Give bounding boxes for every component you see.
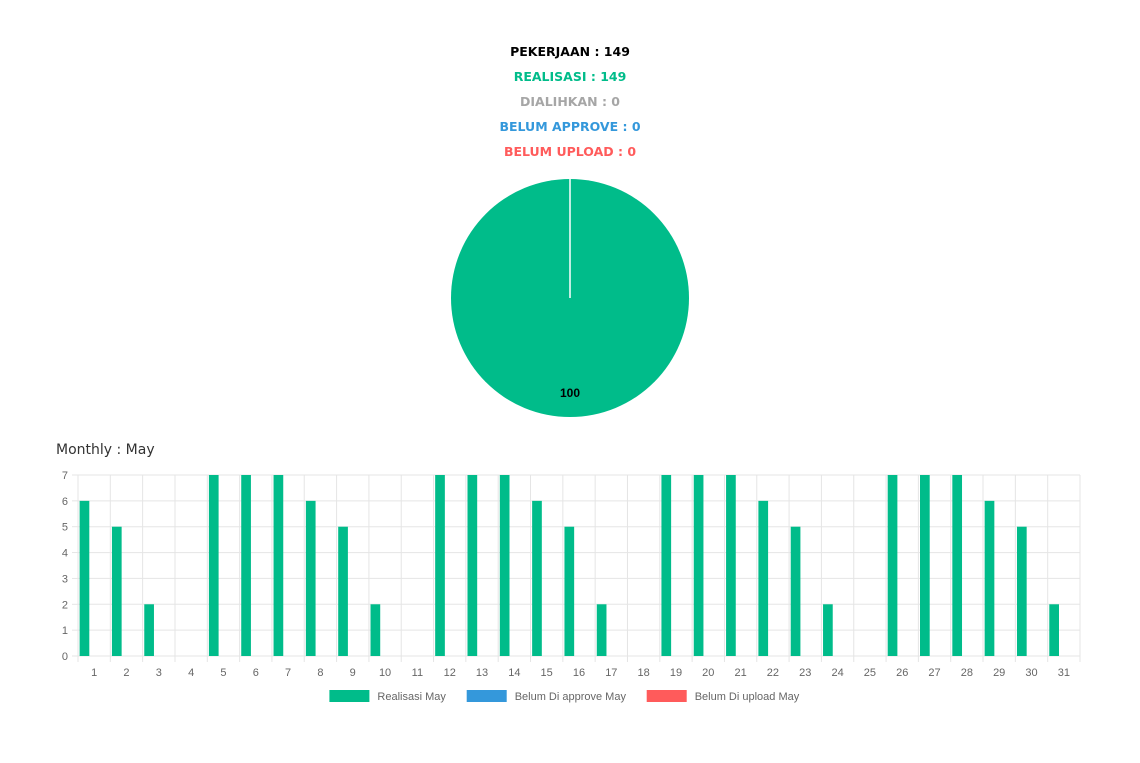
bar-realisasi-day-8[interactable]	[305, 500, 316, 656]
x-tick-label: 28	[961, 667, 973, 679]
pie-data-label: 100	[560, 386, 580, 400]
pie-chart[interactable]: 100	[440, 168, 700, 428]
x-tick-label: 2	[123, 667, 129, 679]
x-tick-label: 20	[702, 667, 714, 679]
y-tick-label: 4	[62, 548, 68, 560]
legend-label: Belum Di upload May	[695, 691, 800, 703]
bar-realisasi-day-27[interactable]	[920, 475, 930, 656]
legend-swatch	[329, 690, 370, 702]
bar-realisasi-day-17[interactable]	[596, 604, 607, 656]
bar-realisasi-day-24[interactable]	[823, 604, 833, 656]
bar-realisasi-day-31[interactable]	[1049, 604, 1059, 656]
realisasi-total: REALISASI : 149	[513, 69, 627, 84]
x-tick-label: 5	[220, 667, 226, 679]
x-tick-label: 31	[1058, 667, 1070, 679]
x-tick-label: 11	[412, 667, 423, 679]
bar-realisasi-day-9[interactable]	[338, 526, 348, 656]
pekerjaan-total: PEKERJAAN : 149	[510, 44, 630, 59]
y-tick-label: 3	[62, 573, 68, 585]
belum-approve-total: BELUM APPROVE : 0	[499, 119, 641, 134]
y-tick-label: 0	[62, 651, 68, 663]
y-tick-label: 6	[62, 496, 68, 508]
x-tick-label: 1	[91, 667, 97, 679]
x-tick-label: 3	[156, 667, 162, 679]
legend-item-belum-upload[interactable]: Belum Di upload May	[646, 690, 800, 703]
bar-realisasi-day-22[interactable]	[758, 500, 769, 656]
legend-swatch	[646, 690, 687, 702]
bar-realisasi-day-21[interactable]	[726, 475, 736, 656]
bar-realisasi-day-23[interactable]	[790, 526, 801, 656]
bar-realisasi-day-26[interactable]	[887, 475, 898, 656]
x-tick-label: 12	[444, 667, 456, 679]
x-tick-label: 29	[993, 667, 1005, 679]
bar-realisasi-day-16[interactable]	[564, 526, 575, 656]
x-tick-label: 16	[573, 667, 585, 679]
x-tick-label: 10	[379, 667, 391, 679]
x-tick-label: 9	[350, 667, 356, 679]
bar-realisasi-day-3[interactable]	[144, 604, 154, 656]
bar-realisasi-day-12[interactable]	[435, 475, 445, 656]
x-tick-label: 13	[476, 667, 488, 679]
bar-realisasi-day-5[interactable]	[208, 475, 219, 656]
bar-realisasi-day-29[interactable]	[984, 500, 995, 656]
x-tick-label: 18	[638, 667, 650, 679]
y-tick-label: 2	[62, 599, 68, 611]
x-tick-label: 27	[928, 667, 940, 679]
y-tick-label: 1	[62, 625, 68, 637]
bar-realisasi-day-30[interactable]	[1016, 526, 1027, 656]
x-tick-label: 22	[767, 667, 779, 679]
bar-realisasi-day-20[interactable]	[693, 475, 704, 656]
legend-label: Belum Di approve May	[515, 691, 627, 703]
x-tick-label: 4	[188, 667, 194, 679]
bar-realisasi-day-14[interactable]	[499, 475, 510, 656]
dialihkan-total: DIALIHKAN : 0	[520, 94, 620, 109]
x-tick-label: 6	[253, 667, 259, 679]
monthly-title: Monthly : May	[56, 442, 155, 458]
x-tick-label: 7	[285, 667, 291, 679]
x-tick-label: 21	[734, 667, 746, 679]
x-tick-label: 15	[541, 667, 553, 679]
bar-realisasi-day-2[interactable]	[111, 526, 122, 656]
x-tick-label: 14	[508, 667, 520, 679]
bar-realisasi-day-7[interactable]	[273, 475, 284, 656]
legend-item-realisasi[interactable]: Realisasi May	[329, 690, 446, 703]
x-tick-label: 30	[1025, 667, 1037, 679]
x-tick-label: 23	[799, 667, 811, 679]
legend-swatch	[466, 690, 507, 702]
y-tick-label: 7	[62, 470, 68, 482]
x-tick-label: 19	[670, 667, 682, 679]
x-tick-label: 8	[317, 667, 323, 679]
x-tick-label: 25	[864, 667, 876, 679]
bar-realisasi-day-1[interactable]	[79, 500, 90, 656]
bar-realisasi-day-19[interactable]	[661, 475, 672, 656]
y-tick-label: 5	[62, 522, 68, 534]
x-tick-label: 24	[831, 667, 843, 679]
x-tick-label: 17	[605, 667, 617, 679]
bar-realisasi-day-6[interactable]	[241, 475, 251, 656]
bar-realisasi-day-13[interactable]	[467, 475, 478, 656]
bar-realisasi-day-10[interactable]	[370, 604, 381, 656]
x-tick-label: 26	[896, 667, 908, 679]
bar-realisasi-day-15[interactable]	[532, 500, 542, 656]
legend-item-belum-approve[interactable]: Belum Di approve May	[466, 690, 627, 703]
bar-realisasi-day-28[interactable]	[952, 475, 963, 656]
belum-upload-total: BELUM UPLOAD : 0	[503, 144, 637, 159]
legend-label: Realisasi May	[377, 691, 446, 703]
